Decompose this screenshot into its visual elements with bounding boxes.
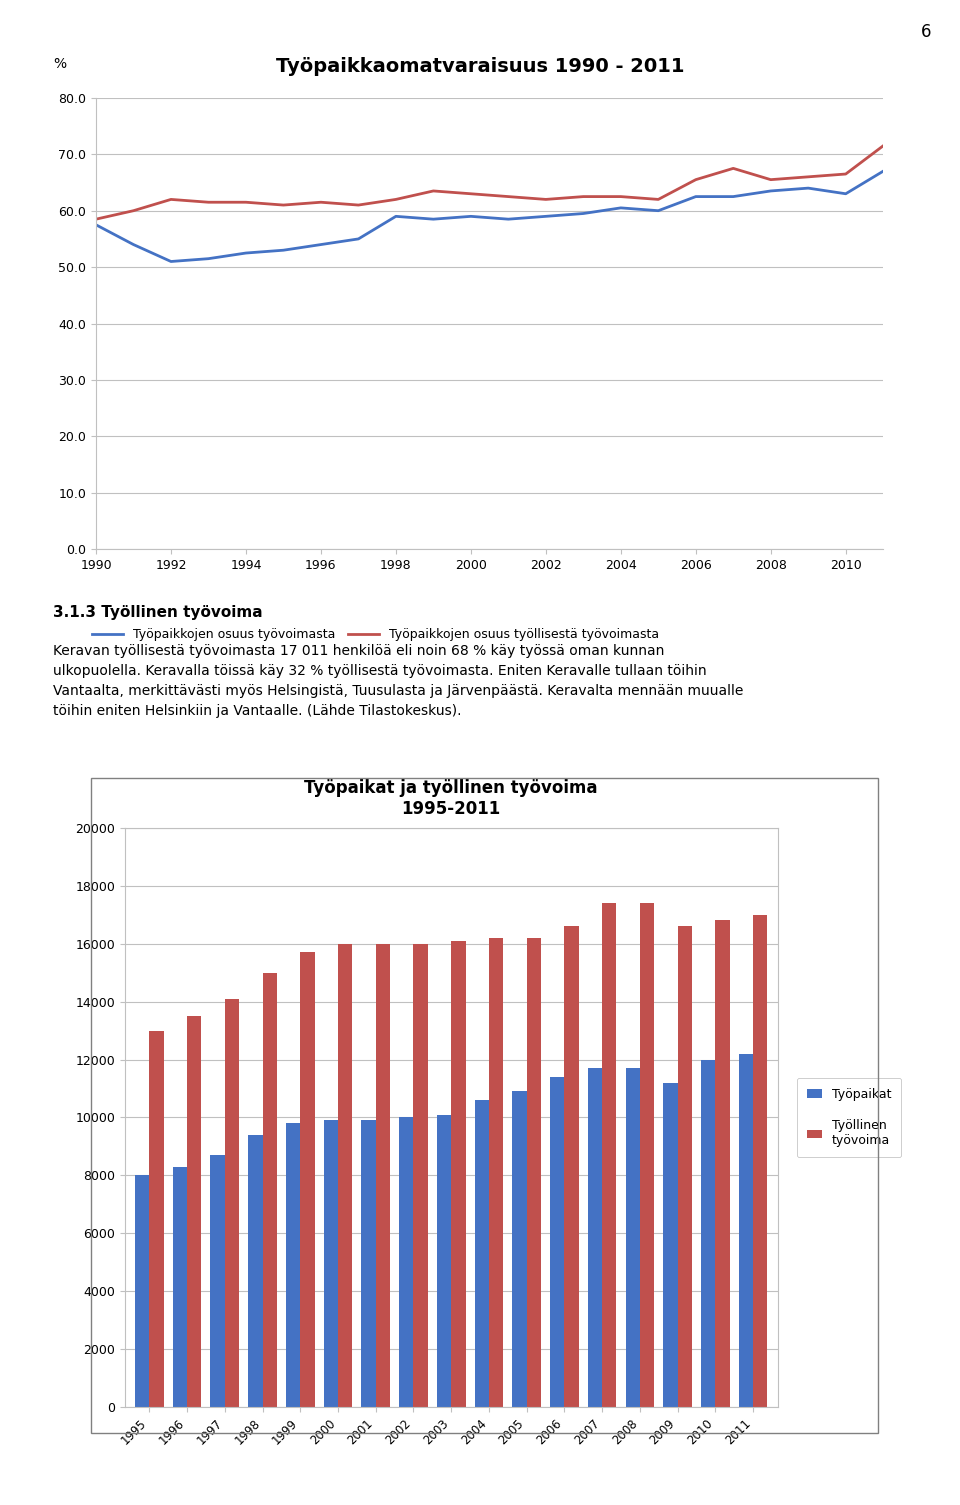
Text: 6: 6 (921, 23, 931, 41)
Bar (753, 915, 767, 1407)
Bar (361, 1120, 375, 1407)
Bar (338, 944, 352, 1407)
Legend: Työpaikat, Työllinen
työvoima: Työpaikat, Työllinen työvoima (797, 1078, 901, 1157)
Bar (739, 1054, 753, 1407)
Bar (588, 1069, 602, 1407)
Text: Keravan työllisestä työvoimasta 17 011 henkilöä eli noin 68 % käy työssä oman ku: Keravan työllisestä työvoimasta 17 011 h… (53, 644, 743, 718)
Bar (715, 921, 730, 1407)
Title: Työpaikat ja työllinen työvoima
1995-2011: Työpaikat ja työllinen työvoima 1995-201… (304, 780, 598, 817)
Bar (375, 944, 390, 1407)
Bar (414, 944, 428, 1407)
Bar (640, 903, 654, 1407)
Bar (300, 953, 315, 1407)
Bar (602, 903, 616, 1407)
Bar (474, 1100, 489, 1407)
Text: Työpaikkaomatvaraisuus 1990 - 2011: Työpaikkaomatvaraisuus 1990 - 2011 (276, 57, 684, 77)
Bar (225, 999, 239, 1407)
Bar (626, 1069, 640, 1407)
Bar (135, 1175, 150, 1407)
Bar (513, 1091, 527, 1407)
Bar (249, 1135, 262, 1407)
Bar (187, 1016, 202, 1407)
Bar (437, 1115, 451, 1407)
Text: 3.1.3 Työllinen työvoima: 3.1.3 Työllinen työvoima (53, 605, 262, 620)
Bar (701, 1060, 715, 1407)
Bar (550, 1078, 564, 1407)
Bar (286, 1123, 300, 1407)
Bar (324, 1120, 338, 1407)
Text: %: % (53, 57, 66, 71)
Bar (663, 1082, 678, 1407)
Bar (564, 926, 579, 1407)
Legend: Työpaikkojen osuus työvoimasta, Työpaikkojen osuus työllisestä työvoimasta: Työpaikkojen osuus työvoimasta, Työpaikk… (86, 623, 664, 646)
Bar (210, 1156, 225, 1407)
Bar (262, 972, 276, 1407)
Bar (489, 938, 503, 1407)
Bar (399, 1117, 414, 1407)
Bar (173, 1166, 187, 1407)
Bar (527, 938, 541, 1407)
Bar (678, 926, 692, 1407)
Bar (150, 1031, 163, 1407)
Bar (451, 941, 466, 1407)
